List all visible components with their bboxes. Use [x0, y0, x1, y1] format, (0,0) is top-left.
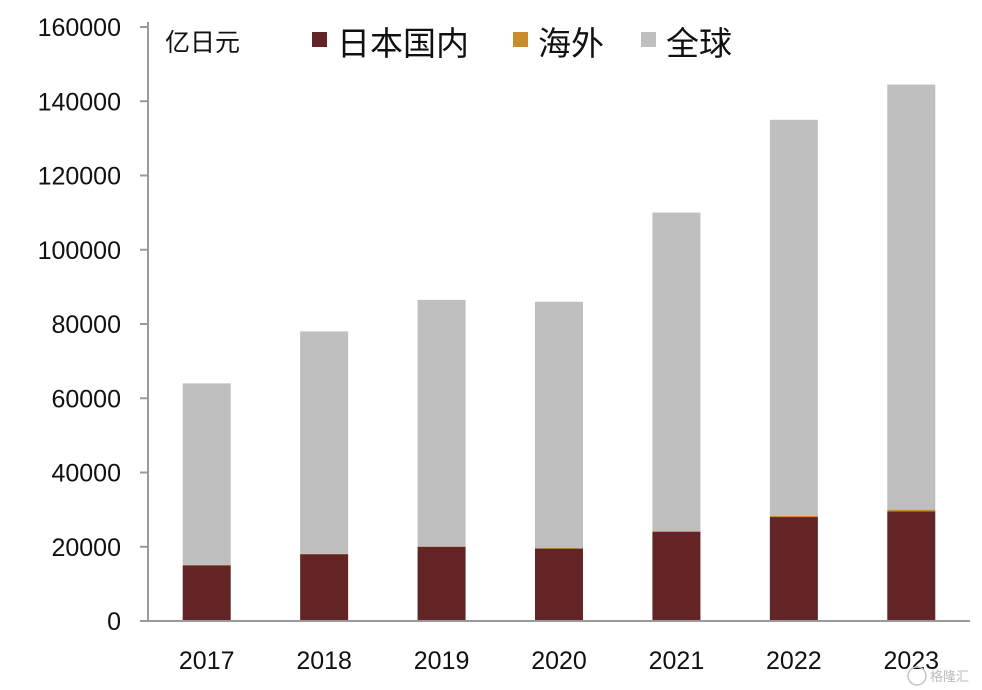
watermark-logo-icon: [907, 666, 927, 686]
bar-segment: [652, 530, 701, 532]
x-tick-label: 2022: [766, 647, 822, 675]
legend-swatch: [312, 32, 327, 47]
legend-label: 海外: [538, 24, 604, 63]
y-tick-label: 140000: [38, 88, 121, 116]
legend: 日本国内 海外 全球: [312, 24, 732, 63]
bar-segment: [769, 119, 818, 516]
bar-segment: [652, 212, 701, 531]
legend-swatch: [513, 32, 528, 47]
bar-segment: [300, 554, 349, 621]
x-tick-label: 2018: [296, 647, 352, 675]
x-tick-label: 2023: [883, 647, 939, 675]
y-tick-label: 160000: [38, 14, 121, 42]
legend-label: 日本国内: [337, 24, 469, 63]
x-tick-label: 2021: [649, 647, 705, 675]
bar-segment: [769, 517, 818, 621]
bar-segment: [535, 548, 583, 621]
y-tick-label: 0: [107, 608, 121, 636]
x-axis-ticks: 2017 2018 2019 2020 2021 2022 2023: [179, 647, 939, 675]
bar-segment: [887, 511, 936, 621]
bar-segment: [769, 515, 818, 518]
bar-segment: [182, 383, 231, 565]
y-tick-label: 60000: [51, 385, 121, 413]
bar-segment: [417, 299, 466, 547]
y-tick-label: 20000: [51, 534, 121, 562]
bar-segment: [417, 546, 466, 547]
y-tick-label: 120000: [38, 163, 121, 191]
bar-segment: [887, 84, 936, 510]
y-axis-ticks: 0 20000 40000 60000 80000 100000 120000 140000 1…: [38, 14, 148, 636]
bar-segment: [887, 509, 936, 512]
watermark: 格隆汇: [907, 666, 969, 686]
bar-segment: [535, 301, 583, 549]
bar-segment: [300, 331, 349, 554]
bar-segment: [652, 531, 701, 621]
legend-label: 全球: [666, 24, 732, 63]
watermark-text: 格隆汇: [930, 669, 969, 685]
bar-segment: [182, 565, 231, 621]
x-tick-label: 2020: [531, 647, 587, 675]
x-tick-label: 2017: [179, 647, 235, 675]
bar-segment: [535, 548, 583, 549]
x-tick-label: 2019: [414, 647, 470, 675]
bar-segment: [417, 546, 466, 621]
unit-label: 亿日元: [165, 28, 240, 57]
y-tick-label: 100000: [38, 237, 121, 265]
y-tick-label: 80000: [51, 311, 121, 339]
bars: [182, 84, 936, 621]
y-tick-label: 40000: [51, 460, 121, 488]
legend-swatch: [641, 32, 656, 47]
